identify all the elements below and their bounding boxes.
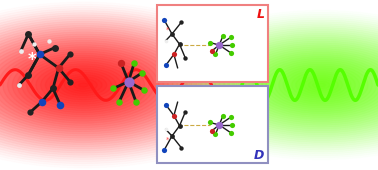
Circle shape bbox=[22, 57, 144, 113]
Circle shape bbox=[287, 70, 355, 100]
Point bbox=[110, 87, 116, 90]
Point bbox=[57, 104, 64, 107]
Bar bbox=[157, 5, 268, 82]
Point bbox=[207, 121, 213, 124]
Point bbox=[25, 33, 31, 35]
Point bbox=[220, 34, 226, 37]
Circle shape bbox=[8, 51, 159, 119]
Circle shape bbox=[249, 53, 378, 117]
Point bbox=[118, 62, 124, 64]
Text: *: * bbox=[28, 50, 36, 69]
Circle shape bbox=[283, 68, 359, 102]
Point bbox=[27, 111, 33, 114]
Point bbox=[133, 101, 139, 103]
Point bbox=[212, 133, 218, 136]
Point bbox=[50, 87, 56, 90]
Circle shape bbox=[69, 79, 97, 91]
Circle shape bbox=[317, 83, 325, 87]
Point bbox=[171, 114, 177, 117]
Circle shape bbox=[304, 77, 338, 93]
Point bbox=[163, 39, 169, 42]
Point bbox=[229, 44, 235, 46]
Circle shape bbox=[36, 64, 130, 106]
Circle shape bbox=[55, 72, 112, 98]
Point bbox=[169, 135, 175, 137]
Point bbox=[209, 130, 215, 132]
Point bbox=[16, 84, 22, 86]
Text: *: * bbox=[166, 27, 169, 33]
Point bbox=[177, 43, 183, 46]
Point bbox=[161, 148, 167, 151]
Point bbox=[228, 51, 234, 54]
Point bbox=[220, 114, 226, 117]
Circle shape bbox=[279, 66, 364, 104]
Circle shape bbox=[296, 73, 347, 96]
Circle shape bbox=[79, 83, 88, 87]
Circle shape bbox=[3, 49, 163, 121]
Text: *: * bbox=[166, 137, 169, 143]
Point bbox=[216, 44, 222, 46]
Point bbox=[31, 43, 37, 46]
Point bbox=[178, 147, 184, 149]
Point bbox=[229, 124, 235, 126]
Text: D: D bbox=[254, 149, 265, 162]
Point bbox=[56, 67, 62, 69]
Point bbox=[39, 101, 45, 103]
Circle shape bbox=[291, 72, 351, 98]
Circle shape bbox=[50, 70, 116, 100]
Point bbox=[207, 41, 213, 44]
Circle shape bbox=[40, 66, 125, 104]
Point bbox=[228, 131, 234, 134]
Point bbox=[169, 33, 175, 35]
Circle shape bbox=[0, 47, 168, 123]
Circle shape bbox=[245, 51, 378, 119]
Point bbox=[178, 21, 184, 23]
Circle shape bbox=[262, 58, 378, 112]
Point bbox=[25, 73, 31, 76]
Point bbox=[125, 80, 132, 83]
Circle shape bbox=[31, 62, 135, 108]
Point bbox=[182, 56, 188, 59]
Point bbox=[163, 104, 169, 107]
Point bbox=[212, 53, 218, 56]
Point bbox=[18, 50, 24, 52]
Point bbox=[228, 36, 234, 39]
Point bbox=[67, 80, 73, 83]
Circle shape bbox=[308, 79, 334, 91]
Point bbox=[46, 39, 52, 42]
Circle shape bbox=[270, 62, 372, 108]
Point bbox=[131, 62, 137, 64]
Circle shape bbox=[26, 59, 140, 110]
Point bbox=[139, 72, 145, 74]
Point bbox=[37, 53, 43, 56]
Circle shape bbox=[313, 81, 330, 89]
Circle shape bbox=[253, 54, 378, 116]
Circle shape bbox=[74, 81, 93, 89]
Point bbox=[161, 19, 167, 22]
Point bbox=[163, 128, 169, 131]
Circle shape bbox=[257, 56, 378, 114]
Point bbox=[228, 116, 234, 119]
Circle shape bbox=[45, 68, 121, 102]
Point bbox=[52, 46, 58, 49]
Circle shape bbox=[17, 55, 149, 115]
Point bbox=[177, 124, 183, 127]
Text: L: L bbox=[257, 8, 265, 21]
Point bbox=[216, 124, 222, 126]
Point bbox=[182, 111, 188, 114]
Point bbox=[171, 53, 177, 56]
Circle shape bbox=[59, 74, 107, 96]
Point bbox=[116, 101, 122, 103]
Circle shape bbox=[300, 75, 342, 95]
Point bbox=[67, 53, 73, 56]
Bar bbox=[157, 86, 268, 163]
Circle shape bbox=[274, 64, 368, 106]
Circle shape bbox=[64, 76, 102, 94]
Point bbox=[141, 89, 147, 91]
Point bbox=[209, 50, 215, 52]
Circle shape bbox=[12, 53, 154, 117]
Circle shape bbox=[266, 60, 376, 110]
Point bbox=[163, 63, 169, 66]
